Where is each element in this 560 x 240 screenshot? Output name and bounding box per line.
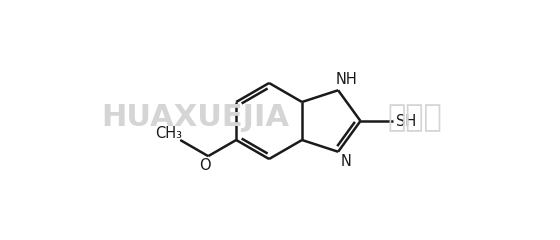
Text: CH₃: CH₃ — [155, 126, 182, 140]
Text: HUAXUEJIA: HUAXUEJIA — [101, 103, 289, 132]
Text: SH: SH — [396, 114, 416, 128]
Text: NH: NH — [335, 72, 357, 87]
Text: O: O — [199, 158, 211, 173]
Text: 化学加: 化学加 — [388, 103, 442, 132]
Text: N: N — [340, 154, 352, 169]
